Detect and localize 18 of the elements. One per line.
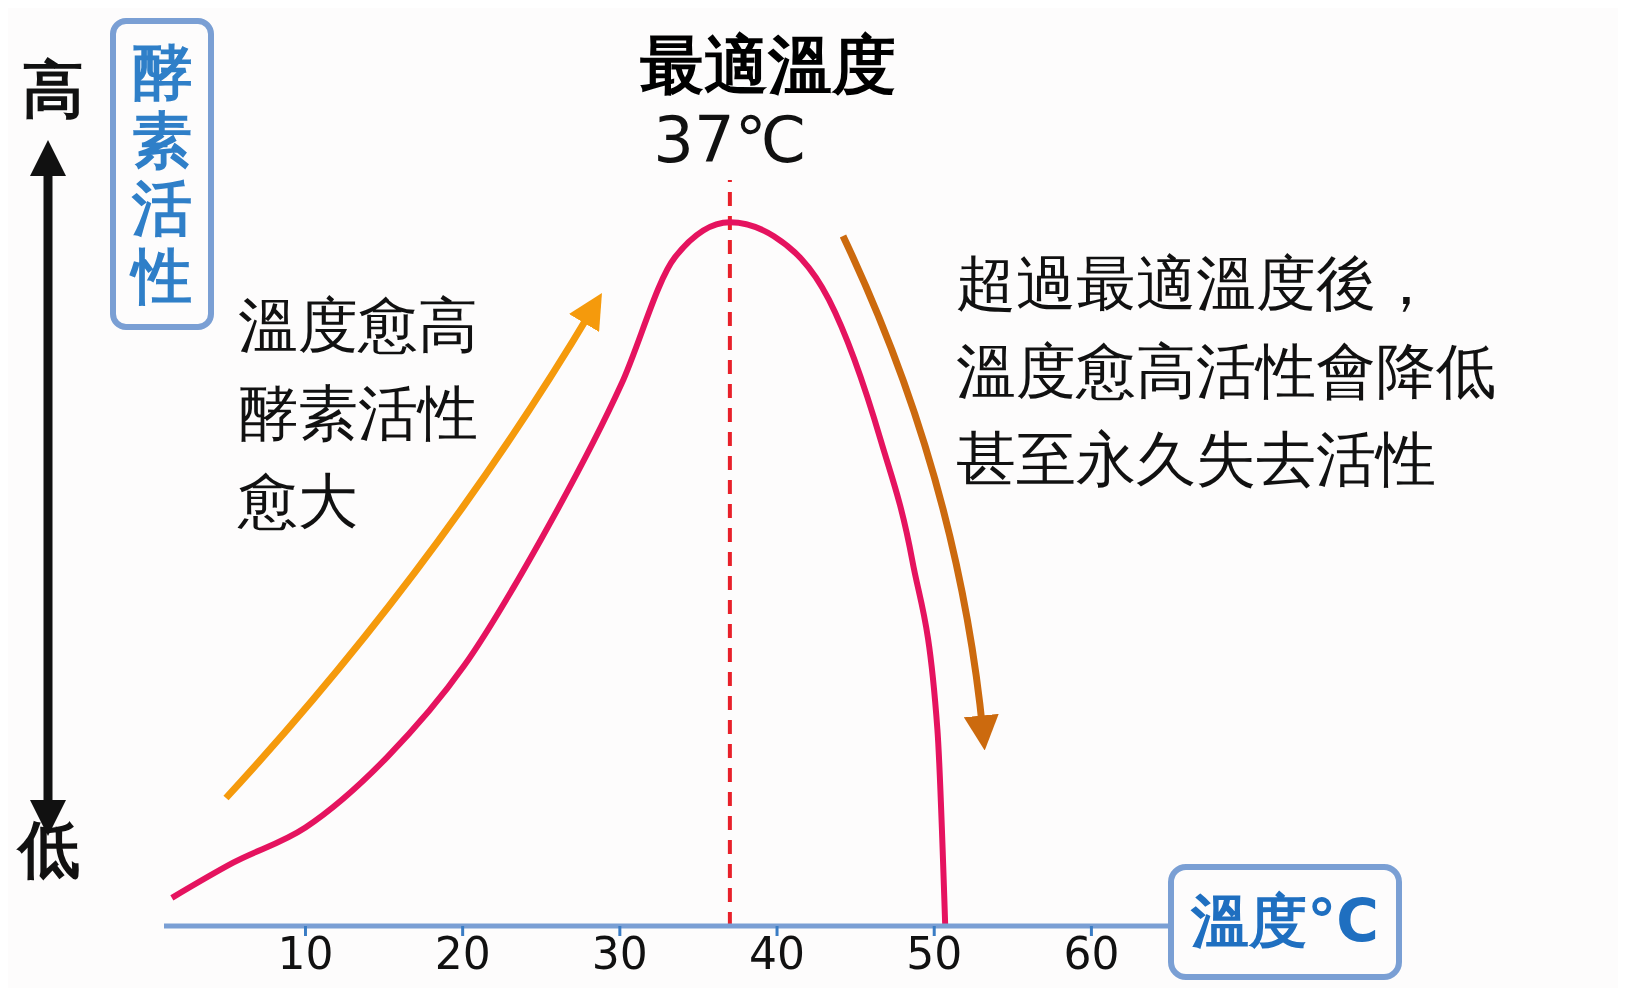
x-tick-label: 50 (906, 928, 963, 980)
text: 高 (22, 52, 84, 128)
annotation: 溫度愈高活性會降低 (956, 335, 1496, 408)
y-axis-title: 酵素活性 (130, 37, 193, 311)
chart-title: 最適溫度 (640, 28, 896, 102)
ref-line-label: 37℃ (653, 103, 807, 177)
annotation: 甚至永久失去活性 (956, 423, 1436, 496)
x-tick-label: 20 (434, 928, 491, 980)
x-tick-label: 30 (591, 928, 648, 980)
x-tick-label: 10 (277, 928, 334, 980)
x-tick-label: 40 (749, 928, 806, 980)
text: 低 (18, 812, 80, 888)
annotation: 酵素活性 (238, 377, 478, 450)
annotation: 超過最適溫度後， (956, 247, 1436, 320)
x-tick-label: 60 (1063, 928, 1120, 980)
annotation: 溫度愈高 (238, 289, 478, 362)
x-axis-title: 溫度°C (1168, 864, 1402, 980)
annotation: 愈大 (238, 465, 358, 538)
